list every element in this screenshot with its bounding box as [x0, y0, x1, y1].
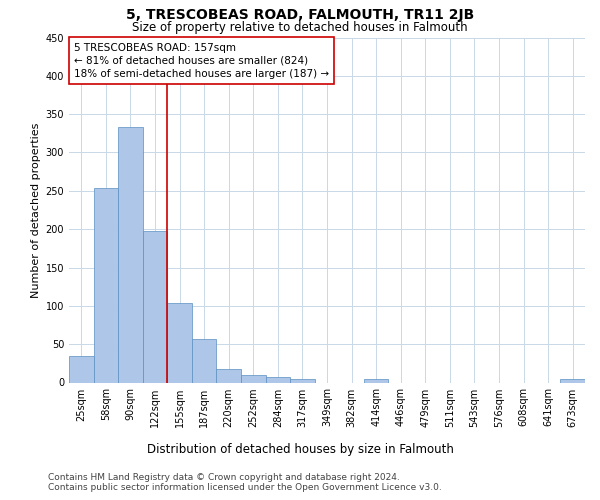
Bar	[143, 232, 167, 382]
Bar	[266, 377, 290, 382]
Bar	[94, 188, 118, 382]
Bar	[290, 380, 315, 382]
Y-axis label: Number of detached properties: Number of detached properties	[31, 122, 41, 298]
Bar	[192, 339, 217, 382]
Bar	[118, 127, 143, 382]
Bar	[364, 380, 388, 382]
Bar	[241, 375, 266, 382]
Text: 5, TRESCOBEAS ROAD, FALMOUTH, TR11 2JB: 5, TRESCOBEAS ROAD, FALMOUTH, TR11 2JB	[126, 8, 474, 22]
Text: Contains HM Land Registry data © Crown copyright and database right 2024.: Contains HM Land Registry data © Crown c…	[48, 472, 400, 482]
Text: Distribution of detached houses by size in Falmouth: Distribution of detached houses by size …	[146, 442, 454, 456]
Bar	[69, 356, 94, 382]
Bar	[167, 303, 192, 382]
Bar	[217, 368, 241, 382]
Text: Size of property relative to detached houses in Falmouth: Size of property relative to detached ho…	[132, 21, 468, 34]
Text: 5 TRESCOBEAS ROAD: 157sqm
← 81% of detached houses are smaller (824)
18% of semi: 5 TRESCOBEAS ROAD: 157sqm ← 81% of detac…	[74, 42, 329, 79]
Bar	[560, 380, 585, 382]
Text: Contains public sector information licensed under the Open Government Licence v3: Contains public sector information licen…	[48, 482, 442, 492]
